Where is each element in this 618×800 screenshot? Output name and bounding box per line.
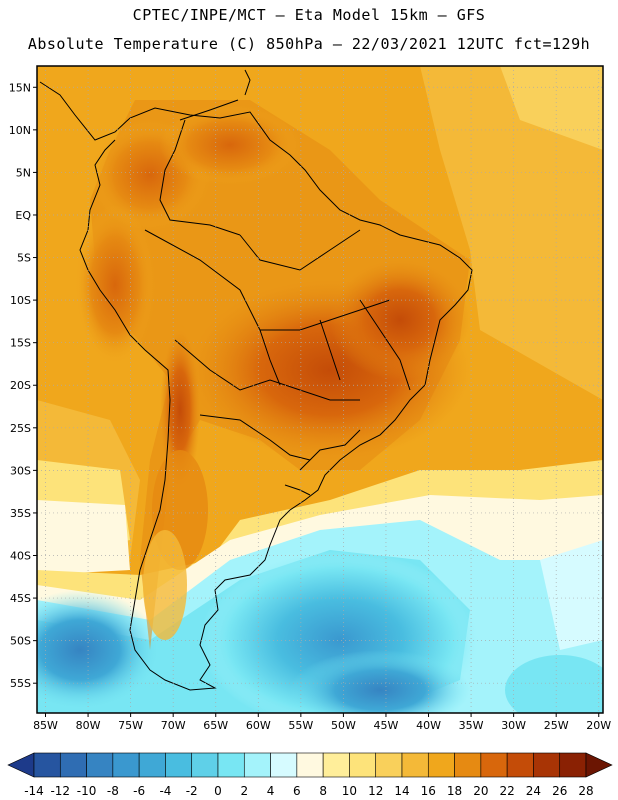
colorbar-swatch [480,752,508,778]
colorbar-swatch [86,752,114,778]
colorbar-label: 8 [319,784,327,798]
colorbar-swatch [191,752,219,778]
colorbar-swatch [138,752,166,778]
lat-label: 5N [16,166,31,179]
colorbar-swatch [349,752,377,778]
latitude-labels: 15N 10N 5N EQ 5S 10S 15S 20S 25S 30S 35S 40S 45S 50S 5… [9,81,37,690]
lon-label: 60W [246,719,271,732]
longitude-labels: 85W 80W 75W 70W 65W 60W 55W 50W 45W 40W 35W 30W 25W 2… [33,713,611,732]
lat-label: 40S [10,550,31,563]
colorbar-label: 16 [421,784,436,798]
colorbar-label: -6 [133,784,145,798]
colorbar-label: 14 [394,784,409,798]
lon-label: 35W [459,719,484,732]
lon-label: 50W [331,719,356,732]
lon-label: 30W [501,719,526,732]
lat-label: 25S [10,422,31,435]
lon-label: 65W [203,719,228,732]
coastline-outline [39,69,473,691]
colorbar-swatch [165,752,193,778]
lat-label: 15S [10,337,31,350]
colorbar-label: 26 [552,784,567,798]
lon-label: 40W [416,719,441,732]
colorbar-swatch [533,752,561,778]
lat-label: 30S [10,464,31,477]
colorbar-label: 10 [342,784,357,798]
colorbar-swatch [401,752,429,778]
colorbar-label: 28 [578,784,593,798]
colorbar-label: -8 [107,784,119,798]
colorbar-label: -10 [77,784,97,798]
colorbar-label: 24 [526,784,541,798]
colorbar-label: 12 [368,784,383,798]
colorbar-swatch [59,752,87,778]
colorbar-swatch [506,752,534,778]
colorbar-swatch [427,752,455,778]
lon-label: 20W [586,719,611,732]
lon-label: 45W [374,719,399,732]
colorbar-swatch [217,752,245,778]
temperature-field [37,66,603,713]
colorbar-label: -4 [159,784,171,798]
colorbar-swatch [270,752,298,778]
colorbar-arrow-low [7,752,35,778]
colorbar-swatch [322,752,350,778]
colorbar-label: -2 [186,784,198,798]
colorbar-label: 4 [267,784,275,798]
colorbar-label: 0 [214,784,222,798]
colorbar-swatch [243,752,271,778]
lon-label: 85W [33,719,58,732]
colorbar-swatch [375,752,403,778]
colorbar-swatch [33,752,61,778]
lon-label: 25W [544,719,569,732]
title-line-2: Absolute Temperature (C) 850hPa — 22/03/… [27,35,591,53]
lon-label: 75W [118,719,143,732]
lon-label: 80W [76,719,101,732]
title-line-1: CPTEC/INPE/MCT — Eta Model 15km — GFS [132,6,486,24]
colorbar-label: -12 [50,784,70,798]
colorbar-label: -14 [24,784,44,798]
lon-label: 70W [161,719,186,732]
lat-label: 55S [10,677,31,690]
lat-label: 15N [9,81,31,94]
lat-label: 5S [17,252,31,265]
colorbar-label: 6 [293,784,301,798]
lat-label: 45S [10,592,31,605]
colorbar-swatch [454,752,482,778]
colorbar-label: 2 [240,784,248,798]
colorbar-swatch [296,752,324,778]
lat-label: EQ [15,209,31,222]
colorbar-label: 20 [473,784,488,798]
colorbar-swatch [112,752,140,778]
lat-label: 10S [10,294,31,307]
colorbar-swatch [559,752,587,778]
colorbar-label: 18 [447,784,462,798]
lat-label: 10N [9,124,31,137]
lat-label: 20S [10,379,31,392]
lat-label: 50S [10,635,31,648]
lat-label: 35S [10,507,31,520]
colorbar-arrow-high [585,752,613,778]
lon-label: 55W [288,719,313,732]
colorbar-label: 22 [500,784,515,798]
map-frame [36,65,604,714]
